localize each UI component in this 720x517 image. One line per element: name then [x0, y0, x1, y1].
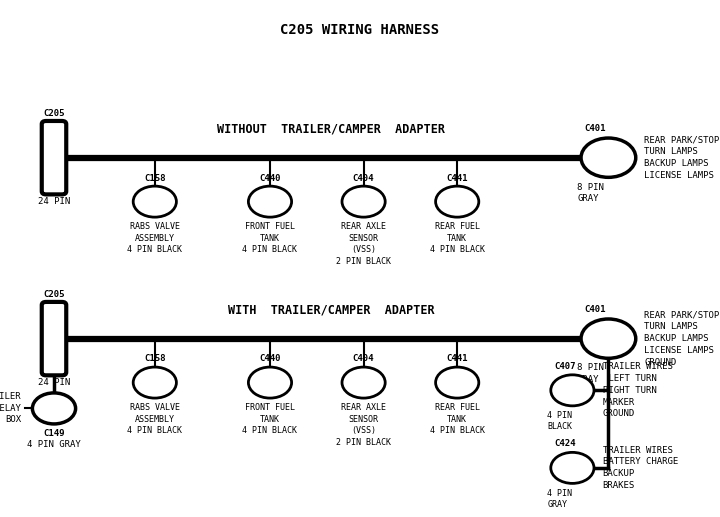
Circle shape [551, 375, 594, 406]
Text: C440: C440 [259, 174, 281, 183]
Text: 24 PIN: 24 PIN [38, 378, 70, 387]
Circle shape [581, 138, 636, 177]
Circle shape [436, 367, 479, 398]
Text: C424: C424 [554, 439, 576, 448]
Text: TRAILER WIRES
BATTERY CHARGE
BACKUP
BRAKES: TRAILER WIRES BATTERY CHARGE BACKUP BRAK… [603, 446, 678, 490]
Circle shape [133, 367, 176, 398]
Circle shape [551, 452, 594, 483]
Text: 4 PIN
BLACK: 4 PIN BLACK [547, 411, 572, 432]
FancyBboxPatch shape [42, 302, 66, 375]
Text: C149: C149 [43, 429, 65, 438]
Text: TRAILER
RELAY
BOX: TRAILER RELAY BOX [0, 392, 22, 424]
Circle shape [248, 367, 292, 398]
Text: REAR FUEL
TANK
4 PIN BLACK: REAR FUEL TANK 4 PIN BLACK [430, 403, 485, 435]
Text: REAR PARK/STOP
TURN LAMPS
BACKUP LAMPS
LICENSE LAMPS
GROUND: REAR PARK/STOP TURN LAMPS BACKUP LAMPS L… [644, 311, 720, 367]
Text: C441: C441 [446, 174, 468, 183]
Circle shape [342, 367, 385, 398]
Text: WITHOUT  TRAILER/CAMPER  ADAPTER: WITHOUT TRAILER/CAMPER ADAPTER [217, 123, 445, 136]
Text: REAR AXLE
SENSOR
(VSS)
2 PIN BLACK: REAR AXLE SENSOR (VSS) 2 PIN BLACK [336, 222, 391, 266]
Text: REAR AXLE
SENSOR
(VSS)
2 PIN BLACK: REAR AXLE SENSOR (VSS) 2 PIN BLACK [336, 403, 391, 447]
Text: RABS VALVE
ASSEMBLY
4 PIN BLACK: RABS VALVE ASSEMBLY 4 PIN BLACK [127, 222, 182, 254]
Text: WITH  TRAILER/CAMPER  ADAPTER: WITH TRAILER/CAMPER ADAPTER [228, 303, 434, 317]
FancyBboxPatch shape [42, 121, 66, 194]
Text: C407: C407 [554, 362, 576, 371]
Text: C158: C158 [144, 174, 166, 183]
Text: C401: C401 [585, 305, 606, 314]
Text: C158: C158 [144, 355, 166, 363]
Text: C205: C205 [43, 290, 65, 299]
Text: C441: C441 [446, 355, 468, 363]
Text: 8 PIN
GRAY: 8 PIN GRAY [577, 183, 604, 203]
Text: 4 PIN GRAY: 4 PIN GRAY [27, 440, 81, 449]
Text: 4 PIN
GRAY: 4 PIN GRAY [547, 489, 572, 509]
Text: C404: C404 [353, 355, 374, 363]
Circle shape [436, 186, 479, 217]
Text: FRONT FUEL
TANK
4 PIN BLACK: FRONT FUEL TANK 4 PIN BLACK [243, 222, 297, 254]
Text: C205: C205 [43, 109, 65, 118]
Text: TRAILER WIRES
 LEFT TURN
RIGHT TURN
MARKER
GROUND: TRAILER WIRES LEFT TURN RIGHT TURN MARKE… [603, 362, 672, 418]
Text: REAR FUEL
TANK
4 PIN BLACK: REAR FUEL TANK 4 PIN BLACK [430, 222, 485, 254]
Text: RABS VALVE
ASSEMBLY
4 PIN BLACK: RABS VALVE ASSEMBLY 4 PIN BLACK [127, 403, 182, 435]
Text: C205 WIRING HARNESS: C205 WIRING HARNESS [280, 23, 440, 37]
Circle shape [342, 186, 385, 217]
Circle shape [248, 186, 292, 217]
Text: FRONT FUEL
TANK
4 PIN BLACK: FRONT FUEL TANK 4 PIN BLACK [243, 403, 297, 435]
Text: C401: C401 [585, 124, 606, 133]
Circle shape [32, 393, 76, 424]
Text: REAR PARK/STOP
TURN LAMPS
BACKUP LAMPS
LICENSE LAMPS: REAR PARK/STOP TURN LAMPS BACKUP LAMPS L… [644, 135, 720, 180]
Text: C440: C440 [259, 355, 281, 363]
Text: C404: C404 [353, 174, 374, 183]
Circle shape [581, 319, 636, 358]
Text: 24 PIN: 24 PIN [38, 197, 70, 206]
Circle shape [133, 186, 176, 217]
Text: 8 PIN
GRAY: 8 PIN GRAY [577, 363, 604, 384]
